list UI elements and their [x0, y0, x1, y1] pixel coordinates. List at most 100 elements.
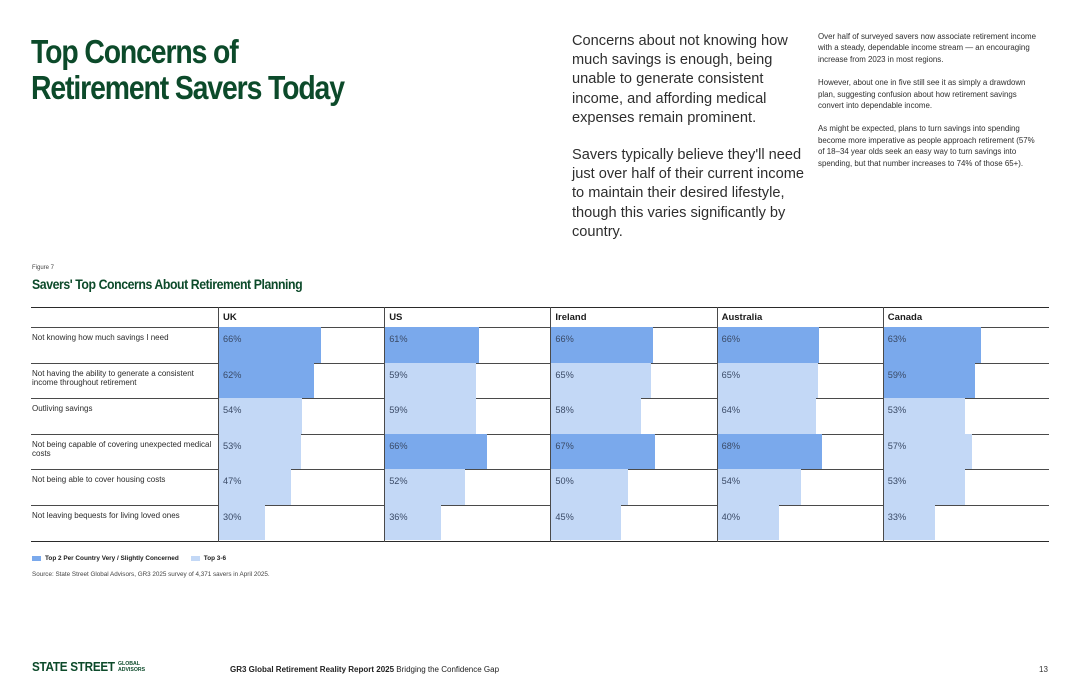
bar-ireland	[551, 469, 629, 506]
bar-uk	[219, 362, 315, 399]
logo-wordmark: STATE STREET	[32, 659, 115, 674]
table-top-rule	[31, 307, 1049, 308]
page-number: 13	[1039, 665, 1048, 674]
value-label-australia: 64%	[721, 405, 740, 416]
bar-australia	[717, 469, 801, 506]
bar-ireland	[551, 327, 654, 363]
row-divider	[31, 398, 1049, 400]
row-divider	[31, 505, 1049, 506]
bar-us	[385, 469, 466, 506]
value-label-canada: 59%	[887, 369, 907, 380]
value-label-us: 52%	[389, 476, 408, 487]
column-header-ireland: Ireland	[555, 312, 587, 323]
value-label-ireland: 50%	[555, 476, 574, 487]
column-divider	[384, 307, 386, 542]
value-label-ireland: 66%	[555, 334, 574, 344]
row-label: Not being able to cover housing costs	[32, 475, 166, 485]
intro-paragraph-2: Savers typically believe they'll need ju…	[572, 147, 804, 240]
column-header-us: US	[389, 312, 403, 323]
source-note: Source: State Street Global Advisors, GR…	[32, 571, 270, 578]
value-label-us: 61%	[389, 334, 408, 344]
value-label-us: 66%	[389, 440, 408, 451]
value-label-australia: 54%	[721, 476, 740, 487]
bar-uk	[219, 469, 292, 506]
row-label: Outliving savings	[32, 404, 93, 414]
intro-text: Concerns about not knowing how much savi…	[572, 32, 807, 260]
footer-report-subtitle: Bridging the Confidence Gap	[396, 665, 500, 674]
logo-sub-line-2: ADVISORS	[117, 666, 146, 673]
value-label-uk: 62%	[223, 369, 242, 380]
page-title: Top Concerns of Retirement Savers Today	[31, 33, 345, 106]
legend-swatch-top	[32, 556, 41, 561]
value-label-uk: 66%	[223, 334, 242, 344]
value-label-australia: 66%	[721, 334, 740, 344]
concerns-table: UK US Ireland Australia Canada Not knowing ho…	[31, 307, 1049, 542]
bar-us	[385, 505, 441, 540]
intro-paragraph-1: Concerns about not knowing how much savi…	[572, 33, 788, 126]
value-label-canada: 53%	[887, 405, 907, 416]
bar-uk	[219, 505, 266, 540]
state-street-logo: STATE STREET GLOBAL ADVISORS	[32, 659, 145, 674]
bar-canada	[883, 505, 935, 540]
row-label: Not having the ability to generate a con…	[32, 368, 194, 387]
bar-australia	[717, 505, 780, 540]
footer-report-title: GR3 Global Retirement Reality Report 202…	[230, 665, 395, 674]
logo-subtitle: GLOBAL ADVISORS	[118, 661, 145, 673]
value-label-canada: 33%	[887, 512, 907, 522]
side-paragraph-1: Over half of surveyed savers now associa…	[818, 32, 1036, 64]
value-label-australia: 40%	[721, 512, 740, 522]
value-label-ireland: 65%	[555, 369, 574, 380]
bar-us	[385, 327, 480, 363]
row-divider	[31, 433, 1049, 435]
column-divider	[716, 307, 718, 542]
figure-label: Figure 7	[32, 265, 55, 271]
bar-uk	[219, 327, 321, 363]
page-title-line-2: Retirement Savers Today	[31, 69, 345, 106]
footer-report: GR3 Global Retirement Reality Report 202…	[230, 665, 499, 674]
column-header-canada: Canada	[887, 312, 923, 323]
row-label: Not knowing how much savings I need	[32, 333, 169, 342]
logo-sub-line-1: GLOBAL	[117, 660, 140, 667]
bar-australia	[717, 327, 820, 363]
bar-australia	[717, 433, 823, 470]
column-divider	[882, 307, 884, 542]
column-divider	[218, 307, 219, 542]
bar-canada	[883, 398, 966, 435]
value-label-ireland: 67%	[555, 440, 574, 451]
bar-canada	[883, 362, 975, 399]
value-label-australia: 68%	[721, 440, 740, 451]
row-label: Not being capable of covering unexpected…	[32, 439, 212, 459]
value-label-canada: 63%	[887, 334, 907, 344]
value-label-us: 59%	[389, 369, 408, 380]
column-header-australia: Australia	[721, 312, 763, 323]
value-label-ireland: 58%	[555, 405, 574, 416]
value-label-uk: 54%	[223, 405, 242, 416]
bar-australia	[717, 362, 818, 399]
bar-ireland	[551, 433, 655, 470]
legend-swatch-low	[190, 556, 200, 561]
value-label-us: 59%	[389, 405, 408, 416]
bar-canada	[883, 469, 966, 506]
page-title-line-1: Top Concerns of	[31, 33, 239, 70]
column-divider	[550, 307, 552, 542]
column-header-uk: UK	[223, 312, 237, 323]
value-label-canada: 53%	[887, 476, 907, 487]
side-notes: Over half of surveyed savers now associa…	[818, 31, 1040, 181]
bar-ireland	[551, 398, 641, 435]
side-paragraph-2: However, about one in five still see it …	[818, 78, 1026, 111]
value-label-us: 36%	[389, 512, 408, 522]
figure-title: Savers' Top Concerns About Retirement Pl…	[32, 276, 303, 292]
side-paragraph-3: As might be expected, plans to turn savi…	[818, 124, 1035, 168]
value-label-canada: 57%	[887, 440, 907, 451]
table-bottom-rule	[31, 541, 1049, 542]
value-label-australia: 65%	[721, 369, 740, 380]
bar-uk	[219, 398, 303, 435]
bar-ireland	[551, 505, 621, 540]
row-divider	[31, 469, 1049, 471]
value-label-uk: 47%	[223, 476, 242, 487]
legend-label-low: Top 3-6	[203, 555, 227, 562]
bar-canada	[883, 433, 972, 470]
bar-us	[385, 398, 477, 435]
bar-canada	[883, 327, 981, 363]
bar-uk	[219, 433, 301, 470]
